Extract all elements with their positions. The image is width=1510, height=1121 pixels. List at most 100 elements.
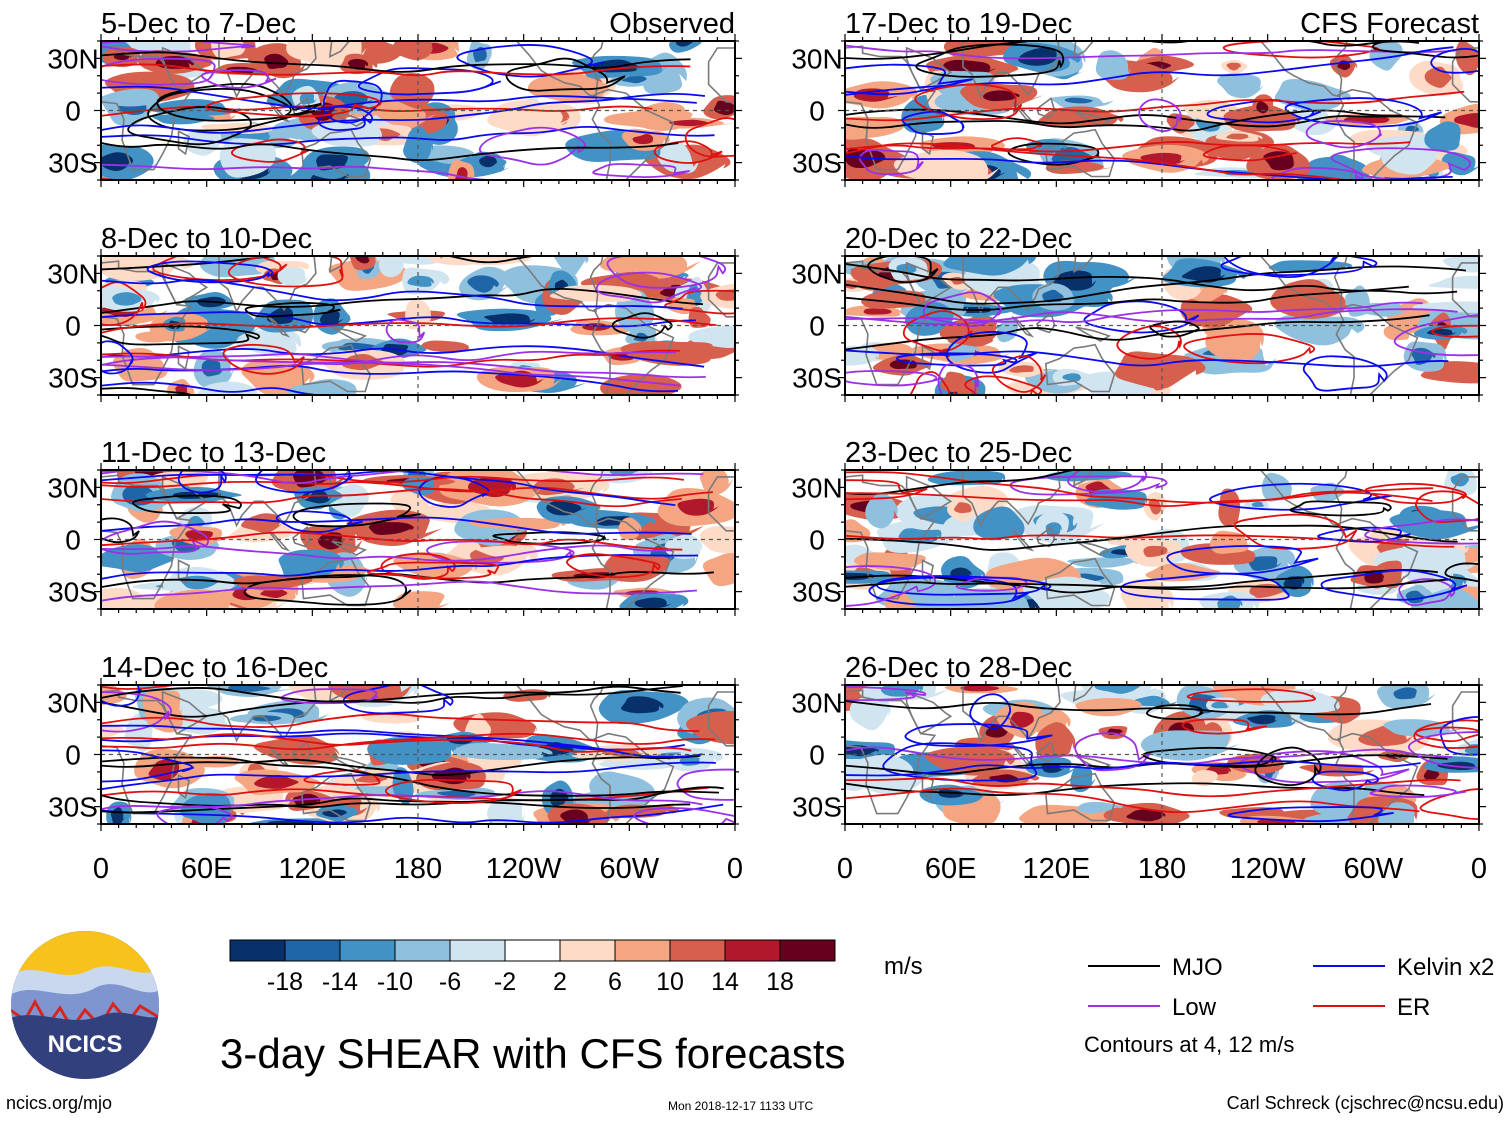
anomaly-contour (101, 104, 653, 117)
anomaly-contour (845, 370, 944, 387)
map-panel: 30N 0 30S 26-Dec to 28-Dec 0 60E 120E 180 120W 60… (791, 652, 1487, 885)
y-tick-label: 30S (792, 363, 842, 394)
colorbar-label: 14 (711, 968, 739, 996)
anomaly-contour (845, 154, 1453, 180)
colorbar-label: 2 (553, 968, 567, 996)
shear-cell (101, 723, 124, 738)
coastline (1258, 685, 1348, 742)
shear-core (1226, 62, 1241, 71)
shear-core (715, 289, 735, 301)
anomaly-contour (456, 44, 604, 78)
map-panel: 30N 0 30S 8-Dec to 10-Dec (47, 223, 742, 402)
anomaly-contour (868, 576, 1030, 606)
anomaly-contour (1083, 300, 1200, 334)
anomaly-contour (969, 693, 1012, 730)
anomaly-contour (845, 777, 1461, 798)
anomaly-contour (101, 480, 713, 500)
anomaly-contour (101, 256, 539, 271)
anomaly-contour (1414, 726, 1479, 743)
anomaly-contour (845, 685, 927, 702)
shear-core (632, 133, 654, 145)
shear-cell (1219, 807, 1288, 819)
coastline (331, 326, 368, 343)
coastline (514, 41, 604, 98)
map-panel: 30N 0 30S 20-Dec to 22-Dec (791, 223, 1486, 402)
coastline (921, 345, 935, 371)
coastline (300, 128, 372, 178)
coastline (1072, 470, 1095, 487)
shear-core (1062, 373, 1083, 382)
anomaly-contour (845, 44, 1456, 60)
coastline (905, 46, 953, 91)
anomaly-contour (101, 724, 703, 758)
anomaly-contour (895, 352, 1018, 367)
shear-core (368, 522, 414, 535)
coastline (845, 45, 937, 171)
legend-label: Kelvin x2 (1397, 954, 1494, 981)
coastline (101, 45, 193, 171)
x-tick-label: 120E (1022, 853, 1090, 885)
anomaly-contour (156, 805, 234, 824)
shear-cell (486, 800, 525, 824)
colorbar-label: -18 (267, 968, 303, 996)
colorbar-label: -14 (322, 968, 358, 996)
shear-cell (1218, 488, 1241, 526)
coastline (1044, 343, 1116, 393)
x-tick-label: 60W (600, 853, 660, 885)
anomaly-contour (845, 141, 1411, 153)
coastline (1258, 470, 1348, 527)
shear-core (1226, 133, 1252, 140)
anomaly-contour (901, 110, 965, 135)
x-tick-label: 0 (727, 853, 743, 885)
y-tick-label: 30N (47, 687, 98, 718)
footer-url[interactable]: ncics.org/mjo (6, 1093, 113, 1113)
anomaly-contour (845, 524, 1458, 551)
anomaly-contour (101, 51, 691, 73)
x-tick-label: 0 (93, 853, 109, 885)
anomaly-contour (1166, 545, 1319, 575)
coastline (101, 474, 193, 600)
anomaly-contour (101, 516, 692, 535)
colorbar-swatch (449, 939, 506, 962)
colorbar-label: -6 (439, 968, 461, 996)
anomaly-contour (1067, 470, 1148, 493)
shear-cell (1077, 801, 1124, 814)
coastline (514, 256, 604, 313)
anomaly-contour (1146, 704, 1204, 720)
y-tick-label: 0 (65, 96, 81, 127)
y-tick-label: 30S (792, 577, 842, 608)
shear-core (620, 696, 664, 714)
coastline (1451, 47, 1479, 103)
anomaly-contour (1398, 578, 1456, 607)
anomaly-contour (101, 350, 676, 371)
shear-cell (1035, 722, 1076, 760)
anomaly-contour (380, 552, 456, 580)
coastline (1072, 685, 1095, 702)
colorbar-swatch (284, 939, 341, 962)
coastline (707, 47, 735, 103)
anomaly-contour (101, 786, 724, 809)
anomaly-contour (101, 85, 697, 110)
footer-timestamp: Mon 2018-12-17 1133 UTC (668, 1099, 814, 1113)
shear-core (319, 310, 344, 327)
anomaly-contour (132, 494, 242, 514)
anomaly-contour (1227, 806, 1394, 823)
anomaly-contour (426, 540, 575, 564)
colorbar-swatch (779, 939, 836, 962)
anomaly-contour (845, 578, 1452, 591)
shear-core (954, 502, 973, 514)
coastline (300, 343, 372, 393)
anomaly-contour (1181, 718, 1268, 735)
colorbar-swatch (559, 939, 616, 962)
shear-cell (1209, 530, 1251, 554)
y-tick-label: 30S (792, 792, 842, 823)
shear-core (668, 119, 716, 127)
shear-core (621, 75, 648, 84)
anomaly-contour (845, 565, 937, 607)
anomaly-contour (1439, 715, 1479, 756)
shear-core (1041, 763, 1065, 773)
shear-core (254, 774, 300, 789)
panel-title: 23-Dec to 25-Dec (845, 437, 1072, 469)
anomaly-contour (1222, 41, 1380, 59)
